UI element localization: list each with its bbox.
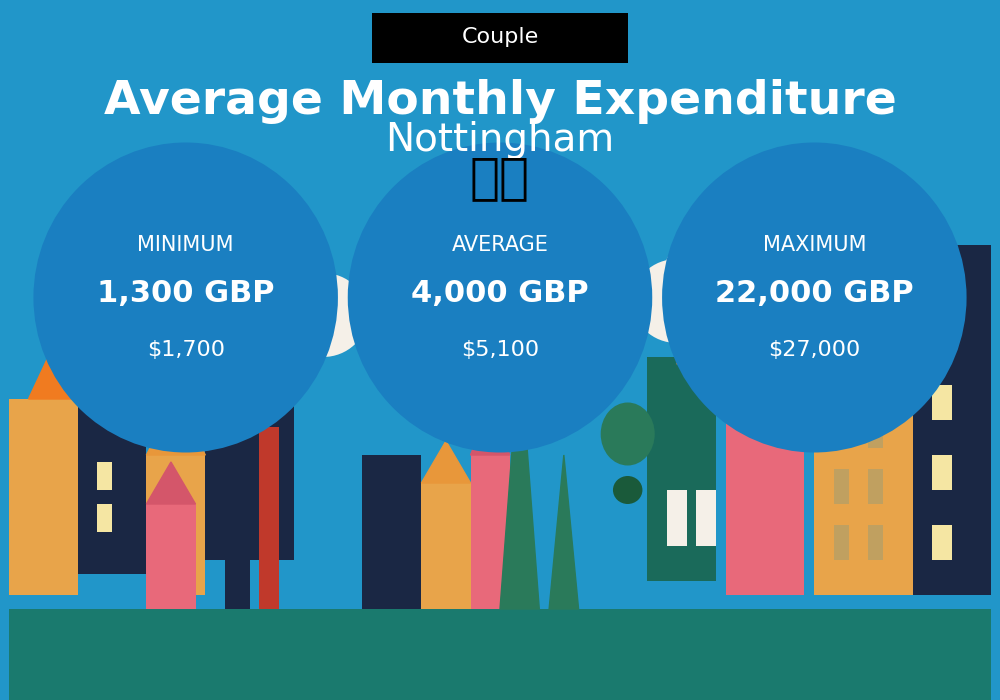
Ellipse shape xyxy=(279,273,367,357)
FancyBboxPatch shape xyxy=(146,504,196,609)
FancyBboxPatch shape xyxy=(421,483,471,609)
FancyBboxPatch shape xyxy=(932,455,952,490)
Text: MAXIMUM: MAXIMUM xyxy=(763,235,866,255)
Text: $5,100: $5,100 xyxy=(461,340,539,360)
FancyBboxPatch shape xyxy=(97,504,112,532)
Ellipse shape xyxy=(348,143,652,452)
FancyBboxPatch shape xyxy=(471,455,510,609)
Text: Nottingham: Nottingham xyxy=(385,121,615,159)
FancyBboxPatch shape xyxy=(97,462,112,490)
Ellipse shape xyxy=(33,143,338,452)
Ellipse shape xyxy=(613,476,642,504)
FancyBboxPatch shape xyxy=(696,490,716,546)
FancyBboxPatch shape xyxy=(932,385,952,420)
Polygon shape xyxy=(29,315,107,399)
Text: Average Monthly Expenditure: Average Monthly Expenditure xyxy=(104,79,896,124)
FancyBboxPatch shape xyxy=(834,525,849,560)
Ellipse shape xyxy=(601,402,655,466)
FancyBboxPatch shape xyxy=(259,427,279,609)
FancyBboxPatch shape xyxy=(205,315,294,560)
Polygon shape xyxy=(471,406,510,455)
FancyBboxPatch shape xyxy=(868,413,883,448)
FancyBboxPatch shape xyxy=(9,609,991,700)
Text: AVERAGE: AVERAGE xyxy=(452,235,548,255)
Polygon shape xyxy=(549,455,579,609)
Ellipse shape xyxy=(633,259,721,343)
FancyBboxPatch shape xyxy=(372,13,628,63)
Ellipse shape xyxy=(662,143,967,452)
Polygon shape xyxy=(146,399,205,455)
Polygon shape xyxy=(421,441,471,483)
FancyBboxPatch shape xyxy=(78,350,146,574)
Ellipse shape xyxy=(731,259,819,343)
FancyBboxPatch shape xyxy=(834,413,849,448)
Polygon shape xyxy=(146,462,196,504)
FancyBboxPatch shape xyxy=(362,455,421,609)
Ellipse shape xyxy=(181,273,269,357)
FancyBboxPatch shape xyxy=(932,525,952,560)
FancyBboxPatch shape xyxy=(9,399,78,595)
Text: MINIMUM: MINIMUM xyxy=(137,235,234,255)
FancyBboxPatch shape xyxy=(834,469,849,504)
Text: $27,000: $27,000 xyxy=(768,340,860,360)
FancyBboxPatch shape xyxy=(647,357,716,581)
FancyBboxPatch shape xyxy=(868,469,883,504)
FancyBboxPatch shape xyxy=(834,357,849,392)
FancyBboxPatch shape xyxy=(814,259,913,595)
Polygon shape xyxy=(500,350,539,609)
FancyBboxPatch shape xyxy=(146,455,205,595)
FancyBboxPatch shape xyxy=(868,525,883,560)
Text: 4,000 GBP: 4,000 GBP xyxy=(411,279,589,309)
Text: $1,700: $1,700 xyxy=(147,340,225,360)
FancyBboxPatch shape xyxy=(225,399,250,609)
Ellipse shape xyxy=(210,238,338,350)
FancyBboxPatch shape xyxy=(868,357,883,392)
Text: Couple: Couple xyxy=(461,27,539,47)
FancyBboxPatch shape xyxy=(726,329,804,595)
FancyBboxPatch shape xyxy=(913,245,991,595)
Text: 🇬🇧: 🇬🇧 xyxy=(470,155,530,202)
FancyBboxPatch shape xyxy=(667,490,687,546)
Text: 1,300 GBP: 1,300 GBP xyxy=(97,279,274,309)
Text: 22,000 GBP: 22,000 GBP xyxy=(715,279,914,309)
Ellipse shape xyxy=(662,224,790,336)
Polygon shape xyxy=(677,280,775,364)
